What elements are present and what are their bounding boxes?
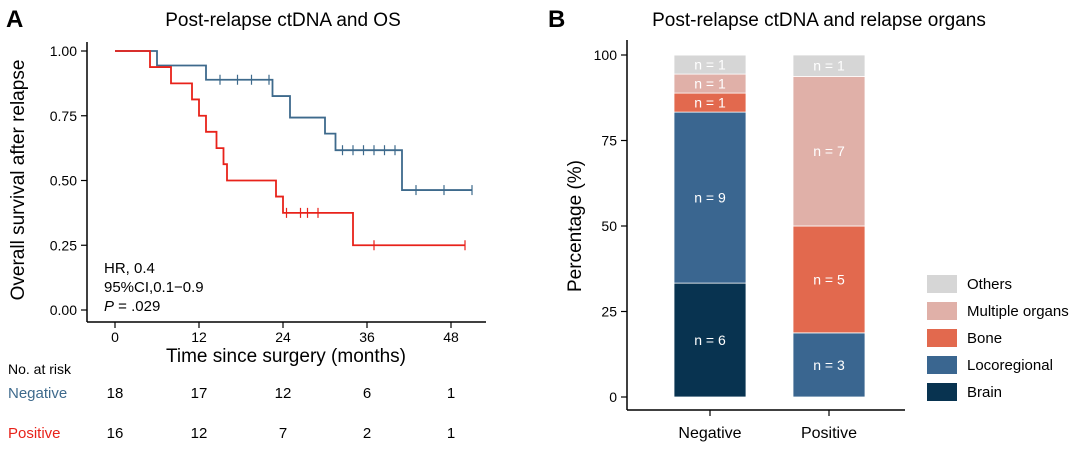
panel-b-label: B [548, 6, 565, 33]
legend: Others Multiple organs Bone Locoregional Bra… [927, 275, 1069, 401]
km-x-axis-label: Time since surgery (months) [166, 346, 406, 367]
panel-a-label: A [6, 6, 23, 33]
risk-cell: 1 [447, 425, 455, 442]
bar-y-tick-label: 50 [601, 218, 617, 234]
bar-x-axis: Negative Positive [678, 410, 857, 442]
bar-data-label: n = 1 [694, 57, 726, 73]
km-curves [115, 50, 473, 251]
bar-x-tick-label: Negative [678, 425, 741, 442]
km-x-tick-label: 12 [191, 329, 207, 345]
bar-data-label: n = 6 [694, 332, 726, 348]
km-curve-negative [115, 50, 472, 191]
km-y-axis: 0.00 0.25 0.50 0.75 1.00 [50, 43, 87, 318]
legend-swatch-multiple_organs [927, 302, 957, 320]
bar-y-axis: 0 25 50 75 100 [594, 47, 627, 405]
risk-cell: 1 [447, 385, 455, 402]
km-x-axis: 0 12 24 36 48 [111, 322, 459, 345]
bar-y-tick-label: 0 [609, 389, 617, 405]
risk-cell: 12 [275, 385, 292, 402]
bar-segment-bone [792, 225, 866, 334]
bar-data-label: n = 1 [694, 76, 726, 92]
legend-label-others: Others [967, 276, 1012, 293]
legend-label-multiple_organs: Multiple organs [967, 303, 1069, 320]
km-x-tick-label: 48 [443, 329, 459, 345]
bar-data-label: n = 1 [813, 58, 845, 74]
risk-row-label-negative: Negative [8, 385, 67, 402]
bar-data-label: n = 3 [813, 357, 845, 373]
risk-cell: 7 [279, 425, 287, 442]
legend-label-locoregional: Locoregional [967, 357, 1053, 374]
bar-segment-others [673, 54, 747, 75]
bar-data-label: n = 9 [694, 190, 726, 206]
bar-data-label: n = 1 [694, 95, 726, 111]
panel-b: B Post-relapse ctDNA and relapse organs … [548, 6, 1069, 442]
km-y-tick-label: 0.50 [50, 173, 77, 189]
risk-cell: 12 [191, 425, 208, 442]
risk-cell: 18 [107, 385, 124, 402]
p-label: P [104, 298, 114, 315]
ci-annotation: 95%CI,0.1−0.9 [104, 279, 204, 296]
bar-segment-brain [673, 282, 747, 398]
bar-segment-others [792, 54, 866, 77]
legend-swatch-others [927, 275, 957, 293]
bar-y-axis-label: Percentage (%) [565, 160, 586, 292]
km-y-tick-label: 0.25 [50, 237, 77, 253]
p-annotation: P = .029 [104, 298, 160, 315]
panel-a: A Post-relapse ctDNA and OS 0.00 0.25 0.50… [6, 6, 486, 442]
bar-x-tick-label: Positive [801, 425, 857, 442]
legend-swatch-bone [927, 329, 957, 347]
bar-y-tick-label: 75 [601, 133, 617, 149]
km-y-tick-label: 0.75 [50, 108, 77, 124]
km-y-axis-label: Overall survival after relapse [8, 60, 29, 301]
km-y-tick-label: 0.00 [50, 302, 77, 318]
bar-y-tick-label: 100 [594, 47, 618, 63]
legend-swatch-brain [927, 383, 957, 401]
legend-label-brain: Brain [967, 384, 1002, 401]
panel-a-title: Post-relapse ctDNA and OS [165, 10, 401, 31]
km-x-tick-label: 36 [359, 329, 375, 345]
km-x-tick-label: 0 [111, 329, 119, 345]
km-x-tick-label: 24 [275, 329, 291, 345]
bar-data-label: n = 7 [813, 143, 845, 159]
hr-annotation: HR, 0.4 [104, 260, 155, 277]
risk-cell: 2 [363, 425, 371, 442]
bar-segment-locoregional [792, 332, 866, 398]
risk-table-header: No. at risk [8, 361, 72, 377]
stacked-bars: n = 6 n = 9 n = 1 n = 1 n = 1 n = 3 n = 5 n = 7… [673, 54, 866, 398]
p-value: = .029 [114, 298, 160, 315]
risk-cell: 17 [191, 385, 208, 402]
risk-row-label-positive: Positive [8, 425, 61, 442]
risk-cell: 16 [107, 425, 124, 442]
panel-b-title: Post-relapse ctDNA and relapse organs [652, 10, 986, 31]
legend-swatch-locoregional [927, 356, 957, 374]
km-y-tick-label: 1.00 [50, 43, 77, 59]
bar-data-label: n = 5 [813, 271, 845, 287]
bar-segment-locoregional [673, 111, 747, 284]
km-curve-positive [115, 50, 465, 247]
legend-label-bone: Bone [967, 330, 1002, 347]
risk-table: Negative 18 17 12 6 1 Positive 16 12 7 2 1 [8, 385, 455, 442]
risk-cell: 6 [363, 385, 371, 402]
bar-y-tick-label: 25 [601, 304, 617, 320]
